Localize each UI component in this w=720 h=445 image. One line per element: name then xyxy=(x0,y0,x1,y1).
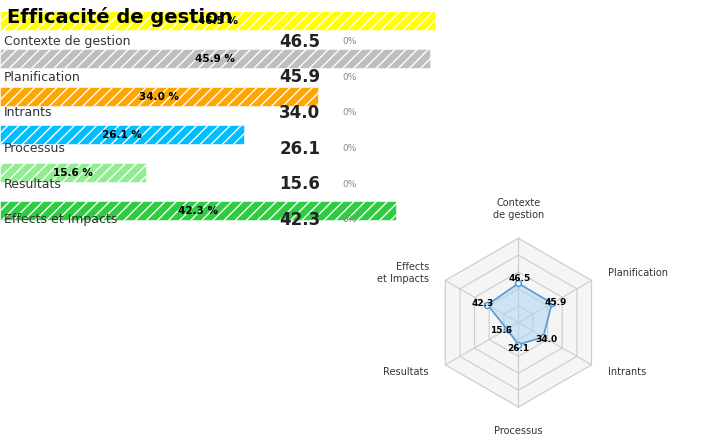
Text: Effects
et Impacts: Effects et Impacts xyxy=(377,262,429,283)
Point xyxy=(482,301,493,308)
Text: Effects et Impacts: Effects et Impacts xyxy=(4,213,117,227)
Bar xyxy=(0,12,435,30)
Text: Resultats: Resultats xyxy=(4,178,61,191)
Bar xyxy=(0,163,146,182)
Bar xyxy=(0,49,430,68)
Text: 26.1: 26.1 xyxy=(508,344,529,353)
Text: 0%: 0% xyxy=(342,109,356,117)
Text: Intrants: Intrants xyxy=(4,106,52,119)
Bar xyxy=(0,87,318,106)
Text: 34.0: 34.0 xyxy=(536,335,558,344)
Point xyxy=(538,333,549,340)
Text: 0%: 0% xyxy=(342,37,356,46)
Point xyxy=(501,326,513,333)
Bar xyxy=(0,125,244,144)
Text: 26.1: 26.1 xyxy=(279,140,320,158)
Text: 34.0 %: 34.0 % xyxy=(139,92,179,102)
Text: Efficacité de gestion: Efficacité de gestion xyxy=(7,7,233,27)
Text: 34.0: 34.0 xyxy=(279,104,320,122)
Text: 42.3: 42.3 xyxy=(472,299,493,307)
Text: Processus: Processus xyxy=(494,425,543,436)
Text: 15.6 %: 15.6 % xyxy=(53,168,93,178)
Text: 0%: 0% xyxy=(342,180,356,189)
Text: Contexte de gestion: Contexte de gestion xyxy=(4,35,130,48)
Text: 26.1 %: 26.1 % xyxy=(102,129,142,140)
Point xyxy=(546,299,558,307)
Point xyxy=(513,280,524,287)
Text: 45.9 %: 45.9 % xyxy=(195,54,235,64)
Text: 0%: 0% xyxy=(342,215,356,224)
Text: 45.9: 45.9 xyxy=(545,298,567,307)
Text: 15.6: 15.6 xyxy=(279,175,320,193)
Bar xyxy=(0,201,396,220)
Text: Intrants: Intrants xyxy=(608,368,647,377)
Text: Processus: Processus xyxy=(4,142,66,155)
Text: 45.9: 45.9 xyxy=(279,68,320,86)
Text: 46.5: 46.5 xyxy=(509,274,531,283)
Text: Planification: Planification xyxy=(608,268,668,278)
Text: 0%: 0% xyxy=(342,144,356,153)
Text: 15.6: 15.6 xyxy=(490,326,512,336)
Text: Contexte
de gestion: Contexte de gestion xyxy=(492,198,544,220)
Text: 0%: 0% xyxy=(342,73,356,82)
Text: 42.3 %: 42.3 % xyxy=(178,206,218,215)
Polygon shape xyxy=(487,283,552,344)
Polygon shape xyxy=(445,238,592,407)
Text: 46.5: 46.5 xyxy=(279,32,320,51)
Point xyxy=(513,341,524,348)
Text: 42.3: 42.3 xyxy=(279,211,320,229)
Text: Planification: Planification xyxy=(4,71,81,84)
Text: Resultats: Resultats xyxy=(383,368,429,377)
Text: 46.5 %: 46.5 % xyxy=(197,16,238,26)
